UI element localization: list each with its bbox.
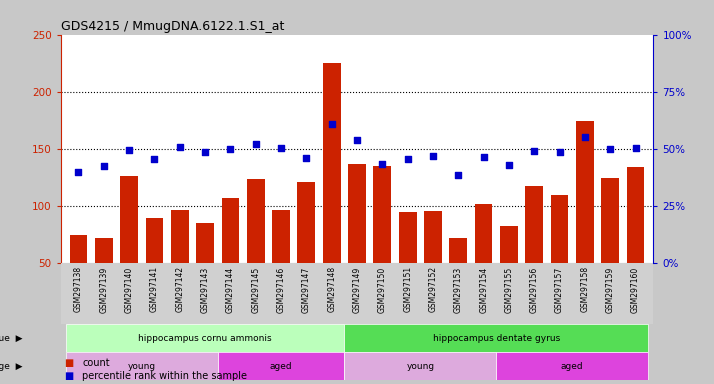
Bar: [221, 198, 239, 263]
Text: aged: aged: [561, 362, 583, 371]
Text: GSM297154: GSM297154: [479, 266, 488, 313]
Bar: [171, 210, 188, 263]
Point: [174, 144, 186, 150]
Point: [453, 172, 464, 178]
Text: GSM297146: GSM297146: [276, 266, 286, 313]
Bar: [344, 352, 496, 380]
Text: GSM297148: GSM297148: [327, 266, 336, 313]
Point: [276, 145, 287, 151]
Point: [225, 146, 236, 152]
Point: [478, 154, 489, 160]
Text: GSM297152: GSM297152: [428, 266, 438, 313]
Point: [149, 156, 160, 162]
Point: [630, 145, 641, 151]
Point: [124, 147, 135, 153]
Bar: [66, 324, 344, 352]
Text: GSM297155: GSM297155: [505, 266, 513, 313]
Text: GSM297160: GSM297160: [631, 266, 640, 313]
Bar: [475, 204, 493, 263]
Bar: [576, 121, 594, 263]
Text: GSM297143: GSM297143: [201, 266, 209, 313]
Point: [98, 163, 109, 169]
Text: young: young: [406, 362, 434, 371]
Text: GSM297151: GSM297151: [403, 266, 412, 313]
Bar: [496, 352, 648, 380]
Text: GSM297142: GSM297142: [175, 266, 184, 313]
Bar: [399, 212, 416, 263]
Text: young: young: [128, 362, 156, 371]
Bar: [272, 210, 290, 263]
Text: GSM297149: GSM297149: [353, 266, 361, 313]
Point: [554, 149, 565, 156]
Bar: [120, 176, 138, 263]
Bar: [373, 166, 391, 263]
Text: ■: ■: [64, 371, 74, 381]
Bar: [69, 235, 87, 263]
Text: tissue  ▶: tissue ▶: [0, 334, 22, 343]
Bar: [500, 225, 518, 263]
Text: aged: aged: [270, 362, 292, 371]
Bar: [146, 217, 164, 263]
Text: GSM297145: GSM297145: [251, 266, 260, 313]
Bar: [601, 177, 619, 263]
Bar: [247, 179, 265, 263]
Bar: [298, 182, 315, 263]
Text: GSM297147: GSM297147: [302, 266, 311, 313]
Bar: [424, 211, 442, 263]
Text: GSM297139: GSM297139: [99, 266, 109, 313]
Bar: [550, 195, 568, 263]
Point: [376, 161, 388, 167]
Bar: [348, 164, 366, 263]
Text: GSM297150: GSM297150: [378, 266, 387, 313]
Bar: [627, 167, 645, 263]
Text: GSM297140: GSM297140: [124, 266, 134, 313]
Point: [427, 153, 438, 159]
Text: hippocampus dentate gyrus: hippocampus dentate gyrus: [433, 334, 560, 343]
Text: GDS4215 / MmugDNA.6122.1.S1_at: GDS4215 / MmugDNA.6122.1.S1_at: [61, 20, 284, 33]
Point: [579, 134, 590, 141]
Point: [326, 121, 338, 127]
Text: GSM297141: GSM297141: [150, 266, 159, 313]
Bar: [449, 238, 467, 263]
Text: GSM297156: GSM297156: [530, 266, 539, 313]
Point: [528, 148, 540, 154]
Point: [301, 155, 312, 161]
Bar: [95, 238, 113, 263]
Text: ■: ■: [64, 358, 74, 368]
Text: GSM297159: GSM297159: [605, 266, 615, 313]
Text: GSM297144: GSM297144: [226, 266, 235, 313]
Text: percentile rank within the sample: percentile rank within the sample: [82, 371, 247, 381]
Text: hippocampus cornu ammonis: hippocampus cornu ammonis: [139, 334, 272, 343]
Text: count: count: [82, 358, 110, 368]
Point: [73, 169, 84, 175]
Bar: [196, 223, 214, 263]
Point: [351, 137, 363, 143]
Bar: [526, 185, 543, 263]
Text: GSM297138: GSM297138: [74, 266, 83, 313]
Point: [605, 146, 616, 152]
Bar: [66, 352, 218, 380]
Bar: [344, 324, 648, 352]
Text: GSM297158: GSM297158: [580, 266, 590, 313]
Text: GSM297157: GSM297157: [555, 266, 564, 313]
Point: [402, 156, 413, 162]
Bar: [323, 63, 341, 263]
Bar: [218, 352, 344, 380]
Text: age  ▶: age ▶: [0, 362, 22, 371]
Point: [199, 149, 211, 156]
Point: [503, 162, 515, 168]
Point: [250, 141, 261, 147]
Text: GSM297153: GSM297153: [454, 266, 463, 313]
